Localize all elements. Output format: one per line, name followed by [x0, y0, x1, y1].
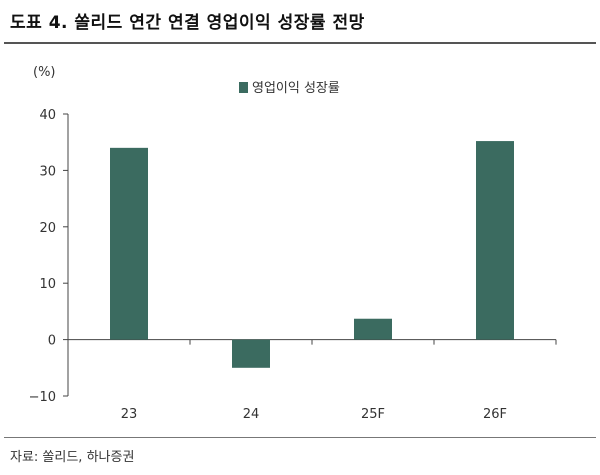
bar-23 [110, 147, 148, 340]
x-tick-label: 23 [121, 407, 138, 422]
axes: −10 0 10 20 30 40 23 24 25F 26F [29, 108, 557, 422]
x-tick-label: 26F [483, 407, 507, 422]
source-note: 자료: 쏠리드, 하나증권 [10, 450, 135, 465]
y-tick-label: −10 [29, 390, 56, 405]
x-tick-label: 24 [243, 407, 260, 422]
legend: 영업이익 성장률 [239, 81, 340, 96]
bar-24 [232, 339, 270, 368]
title-divider [4, 42, 596, 44]
figure-title: 도표 4. 쏠리드 연간 연결 영업이익 성장률 전망 [10, 13, 365, 33]
legend-label: 영업이익 성장률 [252, 81, 340, 96]
legend-swatch [239, 82, 248, 93]
bar-25F [354, 318, 392, 340]
y-tick-label: 10 [39, 277, 56, 292]
y-unit-label: (%) [33, 65, 56, 80]
bars [110, 141, 514, 368]
y-tick-label: 40 [39, 108, 56, 123]
y-tick-label: 0 [48, 334, 56, 349]
bar-26F [476, 141, 514, 340]
bar-chart: (%) 영업이익 성장률 −10 0 10 20 30 40 23 24 25F 26F [29, 65, 557, 422]
y-tick-label: 30 [39, 164, 56, 179]
y-tick-label: 20 [39, 221, 56, 236]
x-tick-label: 25F [361, 407, 385, 422]
source-divider [4, 437, 596, 438]
